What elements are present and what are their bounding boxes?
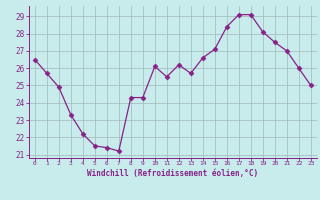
X-axis label: Windchill (Refroidissement éolien,°C): Windchill (Refroidissement éolien,°C) [87,169,258,178]
